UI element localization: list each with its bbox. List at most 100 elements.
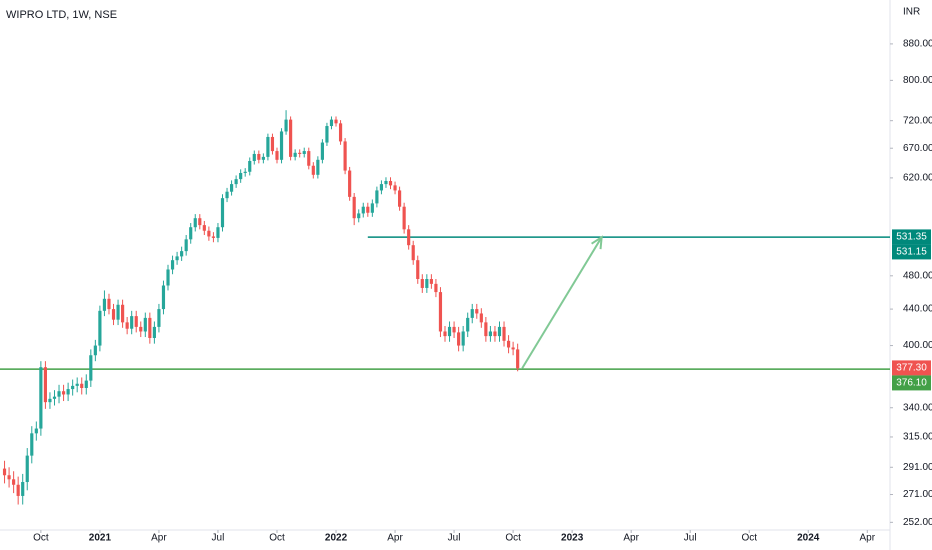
candle-body xyxy=(461,331,465,346)
candle-body xyxy=(229,184,234,192)
candle-body xyxy=(257,153,261,160)
candle-body xyxy=(66,389,70,395)
candle-body xyxy=(130,316,134,329)
candle-body xyxy=(434,283,438,293)
candle-body xyxy=(511,347,515,350)
candle-body xyxy=(361,206,365,214)
y-tick-label: 620.00 xyxy=(903,173,932,184)
candle-body xyxy=(30,433,34,456)
candle-body xyxy=(402,206,406,230)
candle-body xyxy=(98,310,102,346)
currency: INR xyxy=(903,7,920,18)
candle-body xyxy=(488,331,492,337)
candle-body xyxy=(284,119,288,132)
candle-body xyxy=(75,383,79,386)
candle-body xyxy=(143,317,147,332)
y-tick-label: 880.00 xyxy=(903,39,932,50)
candle-body xyxy=(275,151,279,160)
price-label: 377.30 xyxy=(896,363,927,374)
x-tick-label: Apr xyxy=(387,533,403,544)
candle-body xyxy=(452,326,456,333)
candle-body xyxy=(261,156,265,160)
candle-body xyxy=(180,251,184,257)
candle-body xyxy=(170,260,175,270)
y-tick-label: 480.00 xyxy=(903,270,932,281)
candle-body xyxy=(357,213,361,219)
candle-body xyxy=(175,256,179,261)
candle-body xyxy=(407,229,411,246)
candle-body xyxy=(139,326,143,332)
candle-body xyxy=(252,153,256,161)
candle-body xyxy=(21,482,25,496)
candle-body xyxy=(325,126,329,143)
candle-body xyxy=(34,428,38,434)
candle-body xyxy=(484,322,488,337)
price-label-box xyxy=(892,360,931,376)
candle-body xyxy=(443,331,447,337)
candle-body xyxy=(12,479,16,485)
x-tick-label: 2022 xyxy=(325,533,348,544)
candle-body xyxy=(375,190,379,204)
y-tick-label: 400.00 xyxy=(903,340,932,351)
candle-body xyxy=(220,198,225,228)
candle-body xyxy=(148,317,152,338)
candle-body xyxy=(161,285,166,310)
candle-body xyxy=(298,152,302,154)
candle-body xyxy=(429,279,433,284)
candle-body xyxy=(157,309,161,327)
x-tick-label: Oct xyxy=(505,533,521,544)
price-label: 531.35 xyxy=(896,232,927,243)
y-tick-label: 291.00 xyxy=(903,462,932,473)
candle-body xyxy=(116,304,120,320)
y-tick-label: 720.00 xyxy=(903,115,932,126)
candle-body xyxy=(270,136,275,152)
candle-body xyxy=(152,326,156,338)
candle-body xyxy=(248,160,252,172)
y-tick-label: 440.00 xyxy=(903,304,932,315)
x-tick-label: Jul xyxy=(448,533,461,544)
candle-body xyxy=(71,385,75,390)
candle-body xyxy=(189,227,193,240)
candle-body xyxy=(93,345,97,356)
candle-body xyxy=(279,131,284,160)
y-tick-label: 670.00 xyxy=(903,143,932,154)
candle-body xyxy=(16,484,20,496)
candle-body xyxy=(311,165,315,175)
arrow-head xyxy=(591,235,603,250)
candle-body xyxy=(266,136,270,157)
x-tick-label: Apr xyxy=(623,533,639,544)
x-tick-label: Oct xyxy=(269,533,285,544)
candle-body xyxy=(398,190,402,207)
candle-body xyxy=(239,172,243,180)
candle-body xyxy=(234,179,238,185)
price-label-box xyxy=(892,375,931,391)
candle-body xyxy=(502,326,506,341)
candle-body xyxy=(289,119,293,157)
x-tick-label: 2023 xyxy=(561,533,584,544)
candle-body xyxy=(107,298,111,310)
candle-body xyxy=(420,279,424,288)
candle-body xyxy=(320,142,324,160)
candle-body xyxy=(43,367,47,403)
candle-body xyxy=(506,340,511,348)
x-tick-label: Jul xyxy=(212,533,225,544)
y-tick-label: 315.00 xyxy=(903,432,932,443)
candle-body xyxy=(166,269,170,286)
arrow xyxy=(521,236,603,369)
x-tick-label: Apr xyxy=(151,533,167,544)
price-label-box xyxy=(892,229,931,245)
candle-body xyxy=(225,191,229,199)
price-label: 531.15 xyxy=(896,247,927,258)
candle-body xyxy=(52,396,57,399)
y-tick-label: 271.00 xyxy=(903,489,932,500)
candle-body xyxy=(307,151,311,166)
candle-body xyxy=(470,309,474,318)
candle-body xyxy=(516,349,520,369)
x-tick-label: Oct xyxy=(33,533,49,544)
candle-body xyxy=(61,391,66,395)
candle-body xyxy=(198,218,202,226)
candle-body xyxy=(348,170,352,197)
chart-title: WIPRO LTD, 1W, NSE xyxy=(6,9,117,21)
candle-body xyxy=(416,260,420,280)
